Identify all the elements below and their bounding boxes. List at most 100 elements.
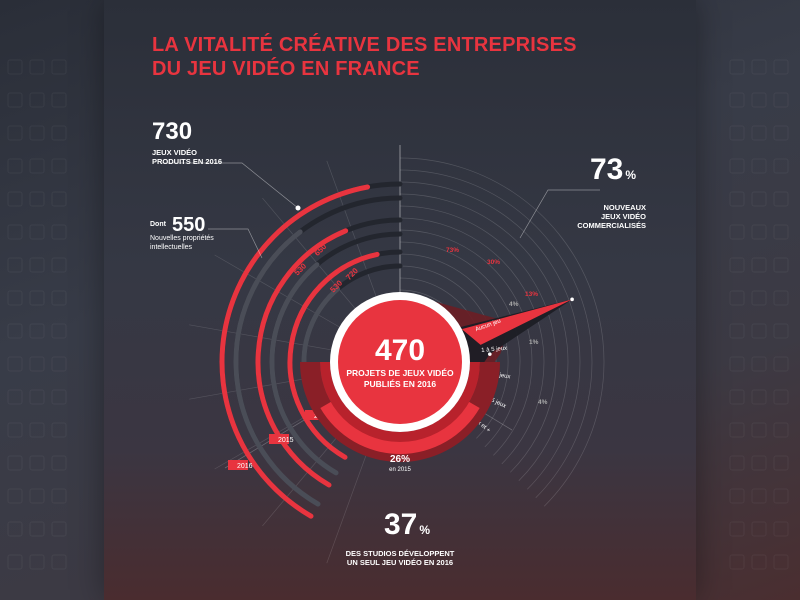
pattern-icon <box>7 389 23 405</box>
pattern-icon <box>51 455 67 471</box>
new-ip-value: 550 <box>172 214 206 236</box>
pattern-icon <box>729 290 745 306</box>
connector-dot-730 <box>295 205 301 211</box>
radar-point-label: 13% <box>525 291 538 298</box>
pattern-icon <box>29 59 45 75</box>
pattern-icon <box>729 125 745 141</box>
radar-peak-2016 <box>461 299 573 345</box>
pattern-icon <box>773 158 789 174</box>
connector-73 <box>519 189 600 239</box>
pattern-icon <box>51 224 67 240</box>
pattern-icon <box>7 356 23 372</box>
page-title-line-1: LA VITALITÉ CRÉATIVE DES ENTREPRISES <box>152 34 577 56</box>
year-tag <box>228 460 248 470</box>
pattern-icon <box>29 158 45 174</box>
pattern-icon <box>7 323 23 339</box>
pattern-icon <box>51 323 67 339</box>
pattern-icon <box>751 158 767 174</box>
grid-ring <box>399 229 533 456</box>
pattern-icon <box>7 59 23 75</box>
pattern-icon <box>29 323 45 339</box>
pattern-icon <box>751 521 767 537</box>
pattern-icon <box>29 521 45 537</box>
radar-point-label: 73% <box>446 247 459 254</box>
pattern-icon <box>729 224 745 240</box>
pattern-icon <box>51 521 67 537</box>
pattern-icon <box>729 422 745 438</box>
pattern-icon <box>7 257 23 273</box>
new-games-unit: % <box>625 168 637 182</box>
pattern-icon <box>29 455 45 471</box>
center-caption-2: PUBLIÉS EN 2016 <box>364 379 437 389</box>
center-caption-1: PROJETS DE JEUX VIDÉO <box>346 368 454 378</box>
new-ip-caption-2: intellectuelles <box>150 244 193 251</box>
pattern-icon <box>751 257 767 273</box>
pattern-icon <box>29 290 45 306</box>
radar-point <box>488 352 492 356</box>
radar-point-label: 1% <box>529 339 539 346</box>
new-games-caption-3: COMMERCIALISÉS <box>577 221 646 230</box>
pattern-icon <box>773 191 789 207</box>
bar-2016-ip <box>233 229 321 507</box>
grid-ring <box>399 169 593 499</box>
pattern-icon <box>29 191 45 207</box>
bar-2015-ip <box>269 262 339 476</box>
pattern-icon <box>29 422 45 438</box>
pattern-icon <box>729 92 745 108</box>
new-games-number: 73 <box>590 153 624 186</box>
pattern-icon <box>29 554 45 570</box>
year-tag <box>269 434 289 444</box>
pattern-icon <box>51 92 67 108</box>
bar-2016-games <box>219 184 371 519</box>
grid-ring <box>399 205 557 473</box>
pattern-icon <box>773 554 789 570</box>
single-game-number: 37 <box>384 508 418 541</box>
pattern-icon <box>729 488 745 504</box>
pattern-icon <box>773 257 789 273</box>
pattern-icon <box>729 356 745 372</box>
radar-point-label: 30% <box>487 259 500 266</box>
grid-spoke <box>189 324 341 352</box>
new-ip-prefix: Dont <box>150 221 166 228</box>
pattern-icon <box>7 158 23 174</box>
pattern-icon <box>7 422 23 438</box>
single-game-caption-1: DES STUDIOS DÉVELOPPENT <box>345 549 455 558</box>
pattern-icon <box>51 125 67 141</box>
games-produced-value: 730 <box>152 118 193 145</box>
grid-spoke <box>214 254 349 333</box>
center-value: 470 <box>375 334 425 367</box>
pattern-icon <box>7 554 23 570</box>
year-label: 2015 <box>278 437 294 444</box>
pattern-icon <box>51 389 67 405</box>
pattern-icon <box>51 554 67 570</box>
radar-category-label: 1 à 5 jeux <box>481 346 507 354</box>
pattern-icon <box>51 422 67 438</box>
pattern-icon <box>7 290 23 306</box>
pattern-icon <box>751 59 767 75</box>
pattern-icon <box>773 422 789 438</box>
year-label: 2016 <box>237 463 253 470</box>
pattern-icon <box>729 455 745 471</box>
pattern-icon <box>29 488 45 504</box>
pattern-icon <box>729 257 745 273</box>
donut-inner-band <box>320 362 480 442</box>
pattern-icon <box>773 224 789 240</box>
radar-point-label: 4% <box>509 301 519 308</box>
bar-2015-games <box>255 228 349 488</box>
pattern-icon <box>29 224 45 240</box>
pattern-icon <box>751 554 767 570</box>
pattern-icon <box>751 488 767 504</box>
new-games-value: 73% <box>590 155 636 190</box>
pattern-icon <box>773 323 789 339</box>
pattern-icon <box>773 59 789 75</box>
pattern-icon <box>729 191 745 207</box>
pattern-icon <box>7 224 23 240</box>
pattern-icon <box>751 191 767 207</box>
games-produced-caption-2: PRODUITS EN 2016 <box>152 157 223 166</box>
grid-spoke <box>262 197 362 317</box>
pattern-icon <box>7 92 23 108</box>
pattern-icon <box>751 224 767 240</box>
new-games-caption-2: JEUX VIDÉO <box>600 212 646 221</box>
pattern-icon <box>751 323 767 339</box>
pattern-icon <box>729 158 745 174</box>
